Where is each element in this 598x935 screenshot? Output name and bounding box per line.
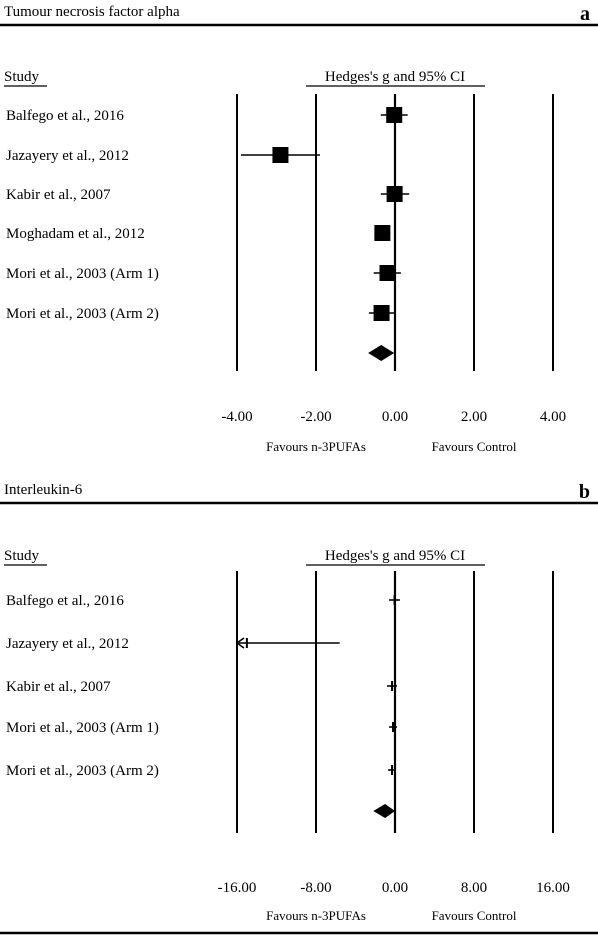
panel-title: Interleukin-6 [4, 482, 83, 498]
favours-left-label: Favours n-3PUFAs [266, 439, 366, 454]
study-label: Mori et al., 2003 (Arm 2) [6, 763, 159, 779]
study-label: Jazayery et al., 2012 [6, 148, 129, 164]
effect-column-header: Hedges's g and 95% CI [325, 548, 465, 564]
panel-title: Tumour necrosis factor alpha [4, 4, 180, 20]
tick-label: -16.00 [218, 880, 257, 896]
tick-label: 4.00 [540, 409, 566, 425]
study-label: Kabir et al., 2007 [6, 679, 111, 695]
study-label: Jazayery et al., 2012 [6, 636, 129, 652]
study-label: Mori et al., 2003 (Arm 1) [6, 266, 159, 282]
truncation-arrow-icon [235, 637, 245, 649]
tick-label: 2.00 [461, 409, 487, 425]
point-estimate-marker [379, 265, 396, 281]
study-column-header: Study [4, 548, 40, 564]
study-label: Balfego et al., 2016 [6, 593, 124, 609]
tick-label: 0.00 [382, 409, 408, 425]
study-label: Balfego et al., 2016 [6, 108, 124, 124]
effect-column-header: Hedges's g and 95% CI [325, 69, 465, 85]
tick-label: -4.00 [221, 409, 252, 425]
point-estimate-marker [373, 305, 390, 321]
summary-diamond [368, 345, 395, 361]
summary-diamond [373, 804, 395, 818]
panel-letter: b [579, 481, 590, 503]
tick-label: 8.00 [461, 880, 487, 896]
point-estimate-marker [386, 186, 403, 202]
study-label: Mori et al., 2003 (Arm 1) [6, 720, 159, 736]
favours-left-label: Favours n-3PUFAs [266, 908, 366, 923]
point-estimate-marker [374, 225, 391, 241]
favours-right-label: Favours Control [432, 439, 517, 454]
tick-label: 16.00 [536, 880, 570, 896]
study-label: Moghadam et al., 2012 [6, 226, 145, 242]
tick-label: -8.00 [300, 880, 331, 896]
panel-letter: a [580, 3, 590, 25]
tick-label: -2.00 [300, 409, 331, 425]
study-label: Mori et al., 2003 (Arm 2) [6, 306, 159, 322]
point-estimate-marker [386, 107, 403, 123]
study-column-header: Study [4, 69, 40, 85]
favours-right-label: Favours Control [432, 908, 517, 923]
tick-label: 0.00 [382, 880, 408, 896]
point-estimate-marker [272, 147, 289, 163]
study-label: Kabir et al., 2007 [6, 187, 111, 203]
